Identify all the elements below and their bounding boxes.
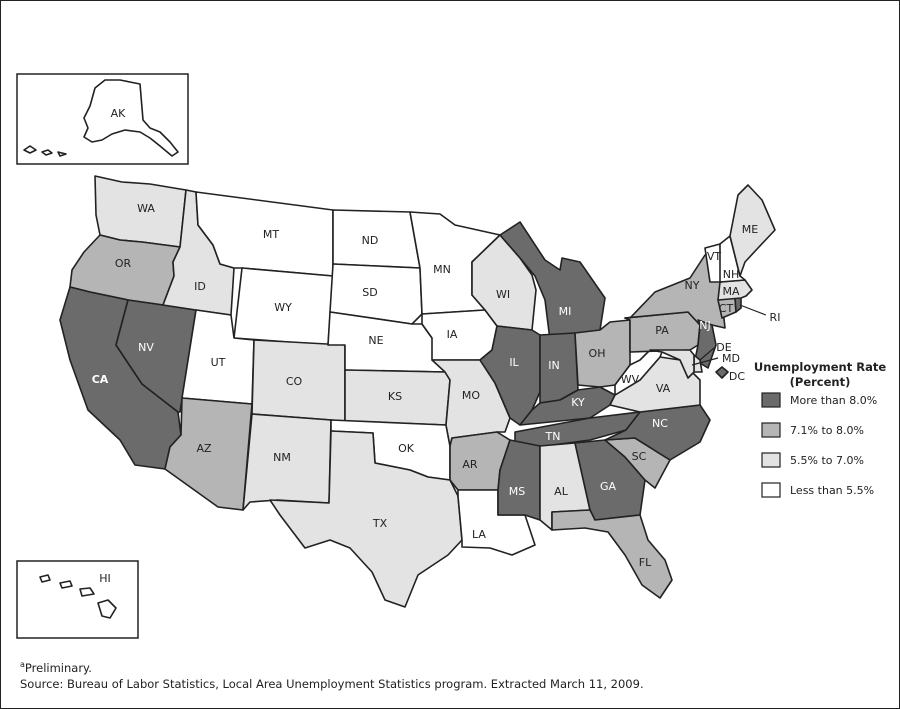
state-label-WI: WI [496, 288, 510, 301]
legend-label-less-than-5-5: Less than 5.5% [790, 484, 874, 497]
legend-swatch-7-1-to-8 [761, 422, 781, 438]
footnote-marker: a [20, 660, 25, 669]
state-label-TX: TX [372, 517, 388, 530]
state-label-UT: UT [211, 356, 226, 369]
state-label-OR: OR [115, 257, 132, 270]
state-label-GA: GA [600, 480, 617, 493]
legend-title: Unemployment Rate [754, 360, 886, 374]
state-label-NJ: NJ [699, 319, 710, 332]
legend-swatch-5-5-to-7 [761, 452, 781, 468]
state-label-WV: WV [621, 373, 640, 386]
state-label-IN: IN [548, 359, 559, 372]
state-label-SD: SD [362, 286, 377, 299]
state-MD [649, 349, 695, 379]
footnote-preliminary: aPreliminary. [20, 660, 92, 675]
state-KY [519, 386, 616, 426]
state-label-AL: AL [554, 485, 569, 498]
state-NH [719, 235, 746, 283]
state-label-AZ: AZ [196, 442, 212, 455]
state-label-IA: IA [447, 328, 458, 341]
rhode-island-leader-line [739, 304, 767, 316]
state-label-KY: KY [571, 396, 585, 409]
source-line: Source: Bureau of Labor Statistics, Loca… [20, 677, 644, 691]
state-label-CT: CT [719, 302, 734, 315]
hawaii-inset-frame [16, 560, 139, 639]
state-label-SC: SC [632, 450, 647, 463]
legend-label-more-than-8: More than 8.0% [790, 394, 877, 407]
state-label-NE: NE [368, 334, 383, 347]
state-label-PA: PA [655, 324, 669, 337]
legend: Unemployment Rate (Percent) More than 8.… [754, 360, 886, 498]
state-label-AR: AR [462, 458, 478, 471]
state-FL [551, 509, 673, 599]
state-label-DC: DC [729, 370, 745, 383]
state-label-MO: MO [462, 389, 480, 402]
state-label-NV: NV [138, 341, 154, 354]
state-label-MS: MS [509, 485, 525, 498]
legend-swatch-more-than-8 [761, 392, 781, 408]
state-label-CO: CO [286, 375, 303, 388]
legend-label-7-1-to-8: 7.1% to 8.0% [790, 424, 864, 437]
state-NJ [694, 319, 717, 369]
state-label-ID: ID [194, 280, 206, 293]
state-label-MA: MA [722, 285, 739, 298]
state-label-NM: NM [273, 451, 291, 464]
state-MI [499, 221, 606, 341]
state-label-TN: TN [545, 430, 561, 443]
state-label-NC: NC [652, 417, 668, 430]
delaware-leader-line [699, 347, 715, 361]
state-label-LA: LA [472, 528, 486, 541]
state-labels: AK HI WA OR CA NV ID MT WY UT AZ CO NM N… [92, 107, 781, 585]
state-label-KS: KS [388, 390, 402, 403]
state-label-ND: ND [362, 234, 379, 247]
state-label-OK: OK [398, 442, 415, 455]
state-label-VT: VT [707, 250, 722, 263]
state-label-MI: MI [559, 305, 572, 318]
state-DC [715, 366, 729, 379]
legend-label-5-5-to-7: 5.5% to 7.0% [790, 454, 864, 467]
maryland-leader-line [691, 357, 719, 366]
state-SD [329, 263, 423, 325]
footnote-note: Preliminary. [24, 660, 92, 675]
state-TX [269, 430, 463, 608]
state-HI-big-island [97, 599, 117, 619]
state-label-CA: CA [92, 373, 109, 386]
state-AK-islands [23, 145, 67, 157]
legend-subtitle: (Percent) [790, 375, 851, 389]
state-label-VA: VA [656, 382, 671, 395]
state-label-ME: ME [742, 223, 758, 236]
state-label-WA: WA [137, 202, 155, 215]
state-HI-islands [39, 574, 95, 597]
state-AK [83, 79, 179, 157]
state-label-NH: NH [723, 268, 740, 281]
state-label-WY: WY [274, 301, 292, 314]
state-label-OH: OH [589, 347, 606, 360]
state-label-DE: DE [716, 341, 731, 354]
state-label-RI: RI [770, 311, 781, 324]
state-label-AK: AK [111, 107, 127, 120]
state-label-NY: NY [685, 279, 700, 292]
legend-swatch-less-than-5-5 [761, 482, 781, 498]
state-label-MT: MT [263, 228, 279, 241]
state-label-MD: MD [722, 352, 740, 365]
state-label-FL: FL [639, 556, 652, 569]
state-label-MN: MN [433, 263, 451, 276]
state-IA [421, 309, 498, 361]
state-label-IL: IL [509, 356, 519, 369]
state-ME [729, 184, 776, 277]
state-label-HI: HI [99, 572, 111, 585]
